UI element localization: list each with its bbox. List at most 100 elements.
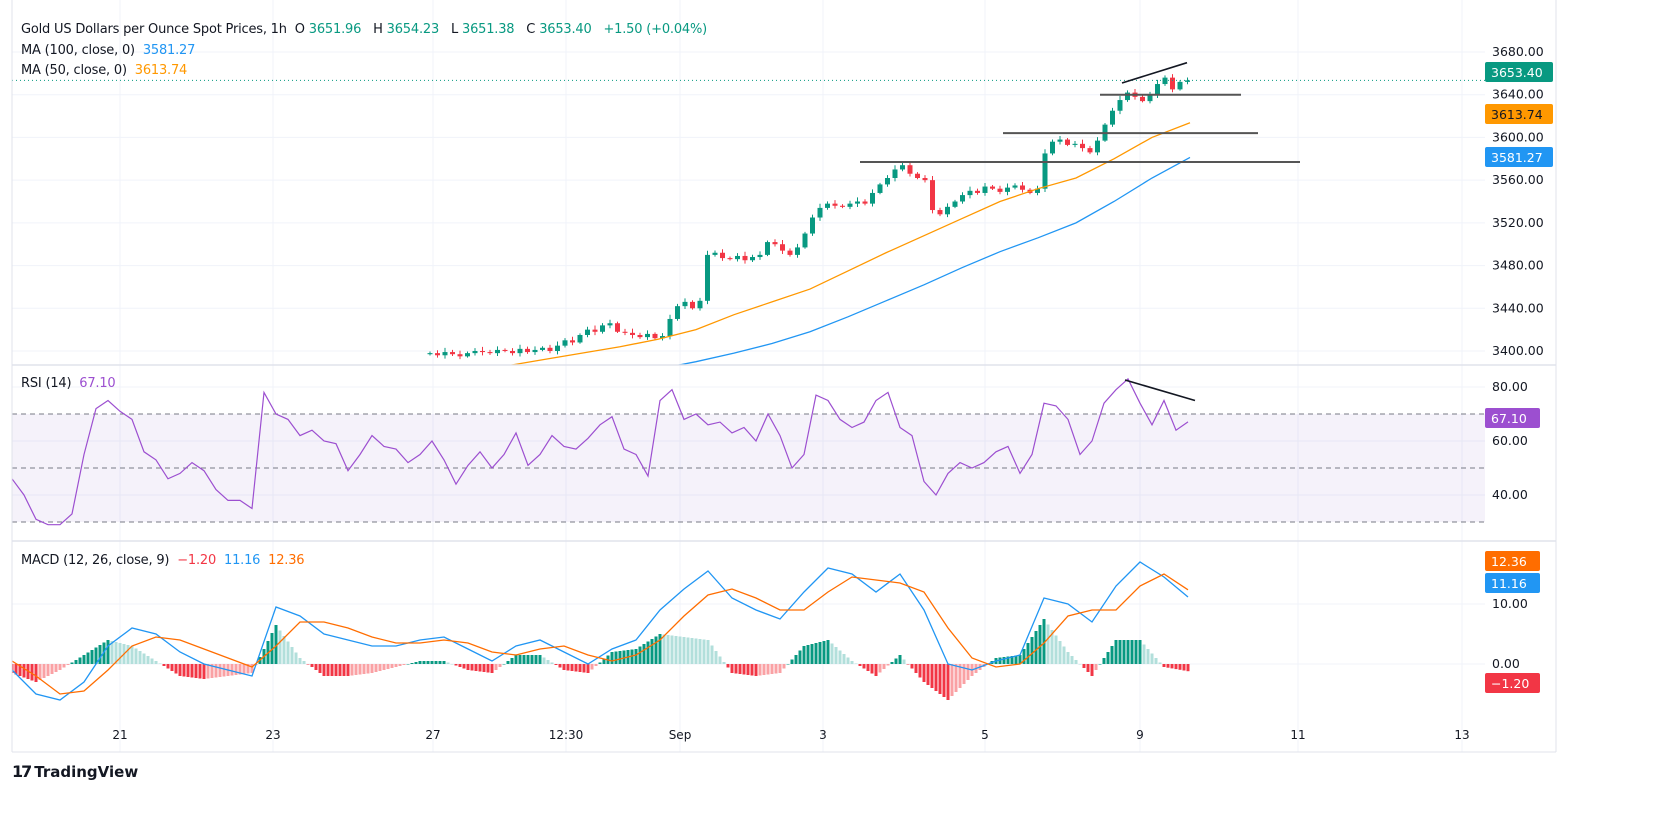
candle-bullish	[900, 165, 905, 170]
macd-histogram-bar	[1130, 640, 1134, 664]
price-tick-label: 3640.00	[1492, 87, 1544, 102]
candle-bearish	[502, 349, 508, 351]
macd-histogram-bar	[494, 664, 498, 670]
macd-histogram-bar	[134, 648, 138, 664]
candle-bullish	[750, 257, 755, 261]
candle-bearish	[997, 188, 1003, 192]
macd-histogram-bar	[330, 664, 334, 676]
candle-bearish	[1140, 96, 1145, 102]
macd-histogram-bar	[78, 657, 82, 664]
macd-histogram-bar	[686, 637, 690, 664]
rsi-pane[interactable]	[12, 377, 1485, 526]
macd-pane[interactable]	[11, 561, 1190, 701]
macd-histogram-bar	[1118, 640, 1122, 664]
macd-histogram-bar	[634, 649, 638, 664]
macd-histogram-bar	[754, 664, 758, 676]
candle-bearish	[480, 351, 485, 353]
ma50-legend[interactable]: MA (50, close, 0) 3613.74	[21, 63, 191, 78]
candle-bullish	[697, 300, 703, 309]
candle-bearish	[457, 354, 463, 357]
candle-bullish	[945, 206, 950, 215]
macd-histogram-bar	[146, 656, 150, 664]
macd-histogram-bar	[942, 664, 946, 697]
macd-histogram-bar	[150, 658, 154, 664]
macd-histogram-bar	[358, 664, 362, 675]
macd-histogram-bar	[602, 659, 606, 664]
macd-histogram-bar	[750, 664, 754, 676]
macd-histogram-bar	[690, 638, 694, 664]
macd-histogram-bar	[1126, 640, 1130, 664]
macd-signal-badge: 12.36	[1491, 554, 1527, 569]
macd-histogram-bar	[906, 664, 910, 665]
macd-histogram-bar	[694, 638, 698, 664]
candle-bullish	[795, 247, 800, 255]
macd-histogram-bar	[610, 652, 614, 664]
macd-histogram-bar	[38, 664, 42, 680]
macd-histogram-bar	[354, 664, 358, 675]
candle-bearish	[510, 351, 515, 354]
macd-histogram-bar	[130, 646, 134, 664]
macd-label: MACD (12, 26, close, 9)	[21, 553, 170, 568]
rsi-badge: 67.10	[1491, 411, 1527, 426]
candle-bullish	[1147, 94, 1153, 102]
macd-histogram-bar	[230, 664, 234, 676]
macd-histogram-bar	[598, 662, 602, 664]
macd-histogram-bar	[518, 655, 522, 664]
macd-histogram-bar	[898, 655, 902, 664]
candle-bullish	[1005, 187, 1010, 192]
macd-histogram-bar	[106, 640, 110, 664]
macd-histogram-bar	[1102, 658, 1106, 664]
price-pane[interactable]	[12, 61, 1485, 415]
macd-histogram-bar	[734, 664, 738, 674]
ma50-badge-bg	[1485, 104, 1553, 124]
macd-histogram-bar	[1150, 653, 1154, 664]
tradingview-logo[interactable]: 17 TradingView	[12, 762, 138, 781]
candle-bullish	[810, 217, 815, 234]
macd-histogram-bar	[54, 664, 58, 672]
macd-histogram-bar	[154, 661, 158, 664]
macd-histogram-bar	[1174, 664, 1178, 670]
macd-histogram-bar	[250, 664, 254, 673]
macd-histogram-bar	[998, 657, 1002, 664]
macd-histogram-bar	[618, 651, 622, 664]
macd-histogram-bar	[822, 641, 826, 664]
candle-bullish	[1117, 100, 1123, 111]
candle-bullish	[960, 195, 965, 202]
macd-histogram-bar	[410, 663, 414, 664]
macd-histogram-bar	[762, 664, 766, 675]
macd-histogram-bar	[678, 636, 682, 664]
macd-histogram-bar	[1162, 664, 1166, 667]
macd-histogram-bar	[1106, 652, 1110, 664]
macd-histogram-bar	[818, 642, 822, 664]
macd-histogram-bar	[366, 664, 370, 674]
macd-histogram-bar	[298, 658, 302, 664]
macd-signal-value: 12.36	[268, 553, 305, 568]
macd-histogram-bar	[514, 655, 518, 664]
macd-histogram-bar	[1046, 624, 1050, 664]
candle-bearish	[930, 180, 935, 211]
macd-histogram-bar	[562, 664, 566, 670]
macd-histogram-bar	[470, 664, 474, 671]
macd-histogram-bar	[1018, 655, 1022, 664]
ma100-legend[interactable]: MA (100, close, 0) 3581.27	[21, 43, 199, 58]
macd-histogram-bar	[170, 664, 174, 671]
macd-histogram-bar	[954, 664, 958, 692]
macd-histogram-bar	[206, 664, 210, 679]
candle-bearish	[915, 173, 920, 179]
candle-bullish	[847, 203, 853, 207]
rsi-legend[interactable]: RSI (14) 67.10	[21, 376, 120, 391]
macd-histogram-bar	[534, 655, 538, 664]
macd-legend[interactable]: MACD (12, 26, close, 9) −1.20 11.16 12.3…	[21, 553, 308, 568]
ma50-line	[507, 122, 1191, 365]
candle-bearish	[637, 334, 643, 338]
macd-histogram-bar	[462, 664, 466, 669]
candle-bullish	[892, 169, 898, 179]
macd-line-value: 11.16	[224, 553, 261, 568]
macd-histogram-bar	[1066, 652, 1070, 664]
macd-histogram-bar	[738, 664, 742, 674]
macd-histogram-bar	[214, 664, 218, 678]
candle-bearish	[772, 242, 778, 245]
macd-histogram-bar	[1122, 640, 1126, 664]
macd-histogram-bar	[674, 636, 678, 664]
